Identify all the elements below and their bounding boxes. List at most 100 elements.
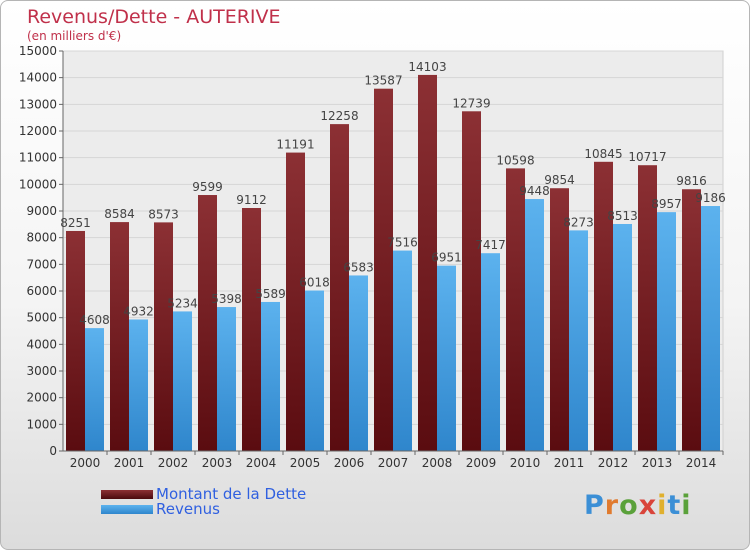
x-tick-label: 2003 <box>202 456 233 470</box>
y-tick-label: 13000 <box>19 97 57 111</box>
revenue-bar <box>613 223 632 451</box>
revenue-bar <box>393 250 412 451</box>
debt-bar <box>550 188 569 451</box>
legend-label-debt: Montant de la Dette <box>156 485 307 503</box>
debt-bar-label: 10717 <box>628 150 666 164</box>
debt-bar-label: 9854 <box>544 173 575 187</box>
revenue-bar <box>657 212 676 451</box>
x-tick-label: 2004 <box>246 456 277 470</box>
y-tick-label: 7000 <box>26 257 57 271</box>
debt-bar <box>66 230 85 451</box>
debt-bar-label: 8251 <box>60 216 91 230</box>
debt-bar <box>462 111 481 451</box>
x-tick-label: 2014 <box>686 456 717 470</box>
axes: 0 1000 2000 3000 4000 5000 6000 7000 8000 9000 100… <box>19 44 724 470</box>
data-labels: 8251 4608 8584 4932 8573 5234 9599 5398 9112 5589… <box>60 60 726 327</box>
chart-subtitle: (en milliers d'€) <box>27 29 122 43</box>
debt-bar-label: 9599 <box>192 180 223 194</box>
debt-bar-label: 10598 <box>496 153 534 167</box>
debt-bar <box>374 88 393 452</box>
logo-letter: x <box>638 490 658 521</box>
revenue-bar <box>437 265 456 451</box>
y-tick-label: 9000 <box>26 204 57 218</box>
x-tick-label: 2010 <box>510 456 541 470</box>
debt-bar <box>154 222 173 451</box>
legend-swatch-revenue <box>101 505 153 514</box>
x-tick-label: 2000 <box>70 456 101 470</box>
revenue-bar-label: 8273 <box>563 215 594 229</box>
y-tick-label: 1000 <box>26 417 57 431</box>
revenue-bar <box>173 311 192 451</box>
y-tick-label: 0 <box>49 444 57 458</box>
y-tick-label: 8000 <box>26 231 57 245</box>
logo-letter: r <box>604 490 620 521</box>
debt-bar <box>418 74 437 452</box>
debt-bar <box>110 222 129 451</box>
x-tick-label: 2007 <box>378 456 409 470</box>
x-tick-label: 2006 <box>334 456 365 470</box>
debt-bar <box>682 189 701 452</box>
revenue-bar <box>85 328 104 451</box>
debt-bar-label: 13587 <box>364 74 402 88</box>
y-tick-label: 11000 <box>19 151 57 165</box>
y-tick-label: 4000 <box>26 337 57 351</box>
logo-letter: i <box>681 490 692 521</box>
revenue-bar-label: 6018 <box>299 276 330 290</box>
debt-bar-label: 12739 <box>452 96 490 110</box>
y-tick-label: 2000 <box>26 391 57 405</box>
y-tick-label: 10000 <box>19 177 57 191</box>
x-tick-label: 2012 <box>598 456 629 470</box>
logo-letter: i <box>657 490 668 521</box>
revenue-bar-label: 4932 <box>123 304 154 318</box>
logo-letter: t <box>667 490 682 521</box>
revenue-bar <box>481 253 500 451</box>
revenue-bar <box>701 206 720 451</box>
revenue-bar <box>349 275 368 451</box>
legend-swatch-debt <box>101 490 153 499</box>
debt-bar-label: 8573 <box>148 207 179 221</box>
debt-bar <box>506 168 525 452</box>
debt-bar-label: 9112 <box>236 193 267 207</box>
revenue-bar-label: 5234 <box>167 296 198 310</box>
debt-bar <box>242 208 261 451</box>
y-tick-label: 6000 <box>26 284 57 298</box>
revenue-bar-label: 5589 <box>255 287 286 301</box>
revenue-bar <box>261 301 280 451</box>
debt-bar <box>198 195 217 451</box>
y-tick-label: 12000 <box>19 124 57 138</box>
revenue-bar-label: 8957 <box>651 197 682 211</box>
y-tick-label: 5000 <box>26 311 57 325</box>
revenue-bar <box>217 307 236 451</box>
x-tick-label: 2005 <box>290 456 321 470</box>
revenue-bar <box>305 290 324 451</box>
x-tick-label: 2001 <box>114 456 145 470</box>
y-tick-label: 14000 <box>19 71 57 85</box>
x-tick-label: 2013 <box>642 456 673 470</box>
debt-bar-label: 11191 <box>276 138 314 152</box>
debt-bar-label: 12258 <box>320 109 358 123</box>
revenue-bar-label: 4608 <box>79 313 110 327</box>
debt-bar <box>638 165 657 452</box>
legend-label-revenue: Revenus <box>156 500 220 518</box>
revenue-bar <box>525 199 544 451</box>
x-tick-label: 2009 <box>466 456 497 470</box>
y-tick-label: 3000 <box>26 364 57 378</box>
x-tick-label: 2008 <box>422 456 453 470</box>
chart-title: Revenus/Dette - AUTERIVE <box>27 6 281 28</box>
revenue-bar <box>129 319 148 451</box>
debt-bar <box>330 124 349 452</box>
revenue-bar-label: 7516 <box>387 236 418 250</box>
debt-bar-label: 9816 <box>676 174 707 188</box>
x-tick-label: 2011 <box>554 456 585 470</box>
bars <box>66 74 720 452</box>
revenue-bar-label: 8513 <box>607 209 638 223</box>
revenue-bar-label: 6583 <box>343 260 374 274</box>
x-tick-label: 2002 <box>158 456 189 470</box>
revenue-bar-label: 9448 <box>519 184 550 198</box>
debt-bar <box>286 152 305 451</box>
debt-bar-label: 8584 <box>104 207 135 221</box>
revenue-bar-label: 7417 <box>475 238 506 252</box>
revenue-bar-label: 6951 <box>431 251 462 265</box>
